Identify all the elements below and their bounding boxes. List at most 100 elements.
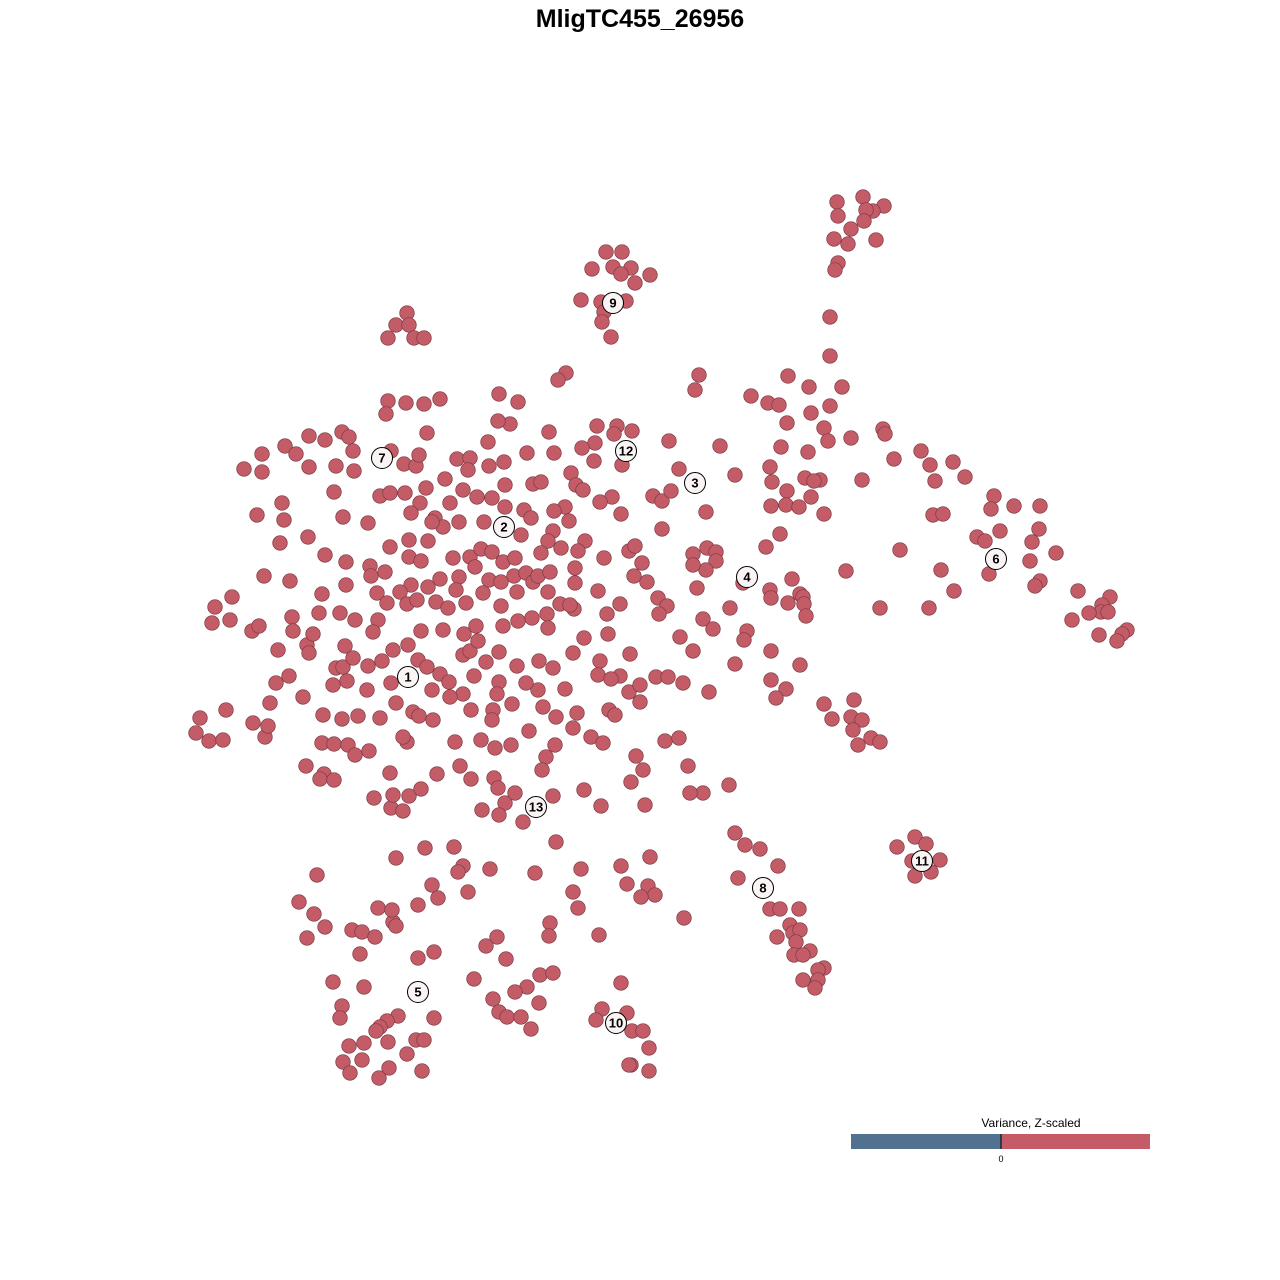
data-point (435, 622, 451, 638)
data-point (1070, 583, 1086, 599)
data-point (478, 938, 494, 954)
data-point (426, 944, 442, 960)
data-point (689, 580, 705, 596)
cluster-label-text: 4 (743, 570, 751, 585)
data-point (1022, 553, 1038, 569)
data-point (466, 668, 482, 684)
data-point (306, 906, 322, 922)
data-point (452, 758, 468, 774)
data-point (401, 317, 417, 333)
data-point (840, 236, 856, 252)
data-point (491, 386, 507, 402)
data-point (586, 453, 602, 469)
data-point (1109, 633, 1125, 649)
data-point (411, 708, 427, 724)
data-point (695, 785, 711, 801)
cluster-label-text: 9 (609, 296, 616, 311)
data-point (419, 659, 435, 675)
cluster-label-badge (911, 850, 933, 872)
data-point (913, 443, 929, 459)
data-point (743, 388, 759, 404)
data-point (933, 562, 949, 578)
data-point (345, 443, 361, 459)
data-point (413, 781, 429, 797)
data-point (395, 729, 411, 745)
data-point (627, 275, 643, 291)
data-point (769, 929, 785, 945)
data-point (363, 568, 379, 584)
data-point (791, 499, 807, 515)
data-point (317, 547, 333, 563)
data-point (600, 626, 616, 642)
data-point (332, 605, 348, 621)
data-point (651, 606, 667, 622)
data-point (301, 459, 317, 475)
data-point (1091, 627, 1107, 643)
data-point (449, 451, 465, 467)
data-point (491, 807, 507, 823)
data-point (480, 434, 496, 450)
data-point (986, 488, 1002, 504)
data-point (584, 261, 600, 277)
data-point (482, 861, 498, 877)
data-point (215, 732, 231, 748)
data-point (612, 596, 628, 612)
data-point (540, 584, 556, 600)
data-point (341, 1038, 357, 1054)
data-point (535, 699, 551, 715)
data-point (377, 564, 393, 580)
data-point (540, 533, 556, 549)
data-point (260, 718, 276, 734)
data-point (946, 583, 962, 599)
data-point (473, 732, 489, 748)
data-point (545, 660, 561, 676)
data-point (218, 702, 234, 718)
data-point (410, 897, 426, 913)
data-point (795, 947, 811, 963)
data-point (531, 995, 547, 1011)
data-point (877, 426, 893, 442)
legend-high-segment (1001, 1134, 1150, 1149)
data-point (542, 915, 558, 931)
data-point (816, 506, 832, 522)
data-point (632, 694, 648, 710)
data-point (470, 633, 486, 649)
data-point (801, 379, 817, 395)
data-point (442, 689, 458, 705)
data-point (889, 839, 905, 855)
data-point (380, 393, 396, 409)
data-point (413, 553, 429, 569)
data-point (565, 720, 581, 736)
data-point (268, 675, 284, 691)
data-point (614, 244, 630, 260)
cluster-label-text: 2 (500, 520, 507, 535)
data-point (872, 600, 888, 616)
data-point (657, 733, 673, 749)
data-point (592, 494, 608, 510)
data-point (843, 221, 859, 237)
cluster-label-badge (615, 440, 637, 462)
data-point (567, 575, 583, 591)
data-point (262, 695, 278, 711)
data-point (576, 630, 592, 646)
data-point (701, 684, 717, 700)
data-point (350, 708, 366, 724)
data-point (619, 876, 635, 892)
data-point (314, 586, 330, 602)
data-point (325, 677, 341, 693)
data-point (222, 612, 238, 628)
data-point (371, 1070, 387, 1086)
data-point (642, 267, 658, 283)
data-point (1031, 521, 1047, 537)
data-point (573, 861, 589, 877)
data-point (367, 929, 383, 945)
data-point (872, 734, 888, 750)
data-point (478, 654, 494, 670)
cluster-label-text: 8 (759, 881, 766, 896)
data-point (822, 348, 838, 364)
data-point (829, 194, 845, 210)
data-point (455, 482, 471, 498)
data-point (326, 772, 342, 788)
data-point (621, 1057, 637, 1073)
data-point (254, 464, 270, 480)
